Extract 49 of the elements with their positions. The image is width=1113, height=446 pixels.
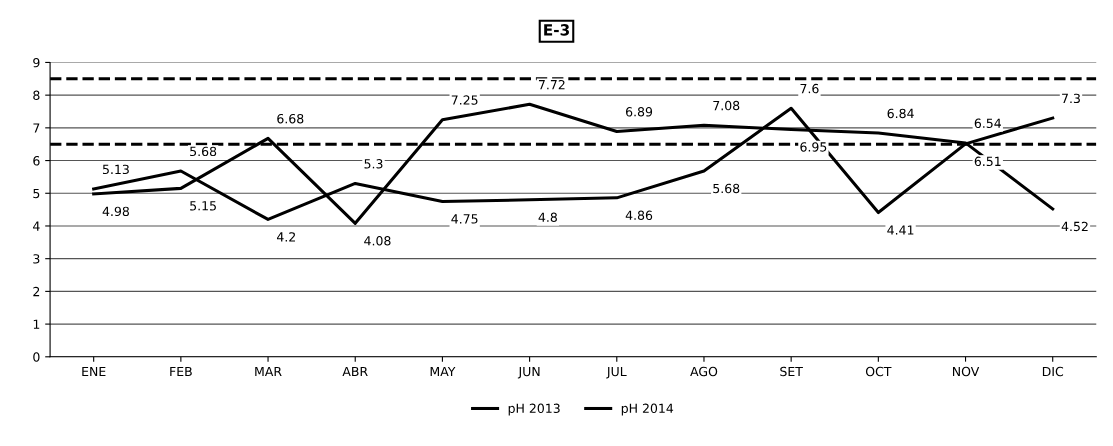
data-label: 7.6 — [800, 83, 819, 94]
y-tick-label: 8 — [33, 90, 40, 101]
x-tick-label: MAR — [255, 366, 282, 377]
y-tick-label: 6 — [33, 156, 40, 166]
legend-label: pH 2013 — [508, 403, 560, 416]
y-tick-label: 3 — [33, 254, 40, 264]
data-label: 5.68 — [190, 146, 217, 157]
x-tick-label: NOV — [952, 366, 980, 377]
x-tick-label: OCT — [865, 366, 892, 377]
data-label: 6.68 — [277, 113, 304, 124]
data-label: 6.95 — [800, 142, 827, 152]
x-tick-label: ENE — [82, 366, 106, 377]
x-tick-label: FEB — [170, 366, 192, 377]
x-tick-label: DIC — [1042, 366, 1064, 377]
y-tick-label: 7 — [33, 123, 40, 133]
data-label: 6.54 — [974, 118, 1001, 128]
data-label: 5.3 — [364, 159, 383, 169]
data-label: 6.89 — [625, 107, 653, 117]
data-label: 4.8 — [538, 212, 557, 222]
x-tick-label: AGO — [690, 366, 718, 377]
data-label: 4.08 — [364, 236, 391, 246]
data-label: 6.51 — [974, 156, 1001, 167]
chart-title: E-3 — [544, 24, 569, 36]
data-label: 4.75 — [451, 214, 478, 224]
x-tick-label: JUL — [606, 366, 627, 379]
x-tick-label: SET — [780, 366, 803, 377]
y-tick-label: 1 — [33, 319, 40, 329]
x-tick-label: JUN — [517, 366, 540, 379]
y-tick-label: 5 — [33, 188, 40, 199]
x-tick-label: ABR — [342, 366, 368, 377]
y-tick-label: 2 — [33, 286, 40, 297]
data-label: 7.08 — [713, 100, 740, 111]
y-tick-label: 9 — [33, 57, 40, 68]
data-label: 4.2 — [276, 232, 296, 242]
y-tick-label: 0 — [33, 352, 40, 362]
data-label: 5.15 — [190, 201, 216, 211]
legend-label: pH 2014 — [621, 403, 674, 416]
data-label: 7.3 — [1062, 93, 1080, 104]
data-label: 5.68 — [713, 183, 740, 194]
data-label: 6.84 — [887, 108, 914, 119]
data-label: 4.86 — [625, 210, 653, 221]
x-tick-label: MAY — [430, 366, 456, 377]
data-label: 7.72 — [538, 79, 565, 90]
data-label: 5.13 — [102, 164, 129, 175]
data-label: 4.41 — [887, 225, 914, 235]
data-label: 4.98 — [102, 206, 129, 217]
y-tick-label: 4 — [33, 221, 40, 231]
data-label: 7.25 — [451, 95, 478, 105]
data-label: 4.52 — [1061, 221, 1088, 232]
